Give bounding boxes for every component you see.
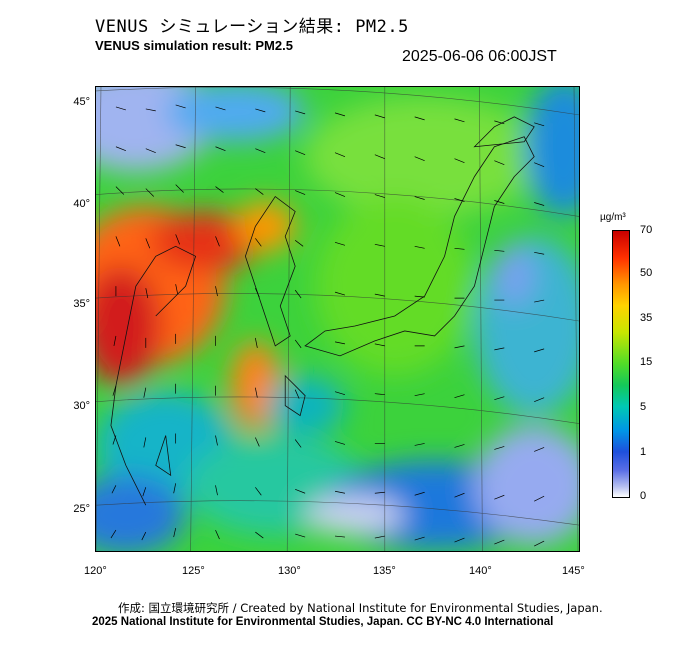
timestamp: 2025-06-06 06:00JST: [402, 48, 557, 65]
lon-tick-135: 135°: [373, 565, 396, 577]
concentration-field: [96, 87, 579, 551]
lon-tick-120: 120°: [84, 565, 107, 577]
colorbar-unit: µg/m³: [600, 212, 626, 223]
colorbar-tick-50: 50: [640, 267, 653, 279]
page-title-en: VENUS simulation result: PM2.5: [95, 38, 293, 53]
lon-tick-140: 140°: [469, 565, 492, 577]
colorbar-tick-35: 35: [640, 312, 653, 324]
lat-tick-40: 40°: [73, 198, 90, 210]
colorbar-tick-5: 5: [640, 401, 647, 413]
lat-tick-35: 35°: [73, 298, 90, 310]
lat-tick-25: 25°: [73, 503, 90, 515]
license-line: 2025 National Institute for Environmenta…: [92, 616, 554, 628]
colorbar-tick-1: 1: [640, 446, 647, 458]
lon-tick-130: 130°: [278, 565, 301, 577]
pm25-map: [95, 86, 580, 552]
page-title-jp: VENUS シミュレーション結果: PM2.5: [95, 17, 409, 37]
colorbar: [612, 230, 630, 498]
lon-tick-125: 125°: [182, 565, 205, 577]
colorbar-tick-70: 70: [640, 224, 653, 236]
credit-line: 作成: 国立環境研究所 / Created by National Instit…: [118, 601, 603, 615]
lat-tick-30: 30°: [73, 400, 90, 412]
lat-tick-45: 45°: [73, 96, 90, 108]
colorbar-tick-15: 15: [640, 356, 653, 368]
colorbar-tick-0: 0: [640, 490, 647, 502]
lon-tick-145: 145°: [562, 565, 585, 577]
